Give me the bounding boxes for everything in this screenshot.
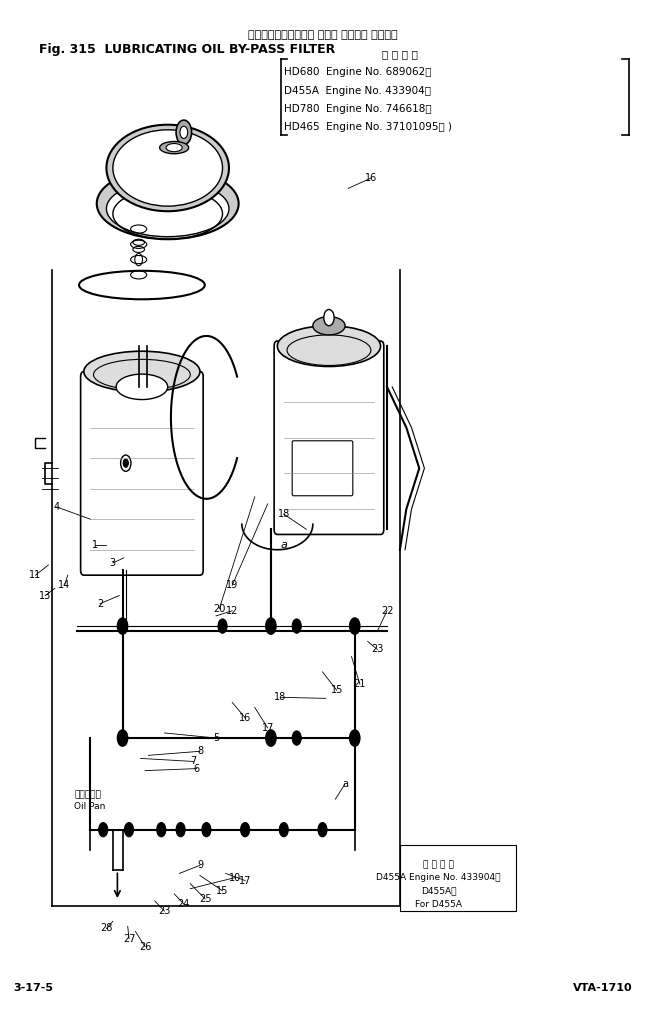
Text: ループリケーティング オイル バイパス フィルタ: ループリケーティング オイル バイパス フィルタ — [248, 30, 397, 40]
Text: 1: 1 — [92, 540, 99, 550]
Text: 5: 5 — [213, 733, 219, 743]
Circle shape — [117, 618, 128, 634]
Text: 2: 2 — [97, 599, 103, 609]
Circle shape — [117, 730, 128, 746]
Text: 26: 26 — [139, 942, 152, 952]
Text: 4: 4 — [54, 502, 60, 512]
Ellipse shape — [313, 317, 345, 335]
Text: 16: 16 — [365, 173, 377, 183]
Circle shape — [157, 823, 166, 837]
Text: 15: 15 — [330, 685, 343, 695]
Circle shape — [99, 823, 108, 837]
Text: HD465  Engine No. 37101095～ ): HD465 Engine No. 37101095～ ) — [284, 122, 452, 132]
Text: 9: 9 — [197, 860, 203, 870]
Text: 21: 21 — [353, 679, 366, 689]
Text: 8: 8 — [197, 746, 203, 756]
Ellipse shape — [113, 130, 223, 206]
Text: D455A用: D455A用 — [421, 887, 457, 896]
Text: 19: 19 — [226, 580, 238, 590]
Ellipse shape — [106, 181, 229, 237]
Circle shape — [266, 618, 276, 634]
FancyBboxPatch shape — [81, 372, 203, 575]
Circle shape — [180, 126, 188, 138]
Text: 14: 14 — [59, 580, 70, 590]
Text: For D455A: For D455A — [415, 900, 462, 909]
Circle shape — [124, 823, 134, 837]
Circle shape — [266, 730, 276, 746]
Text: 24: 24 — [177, 899, 190, 909]
Circle shape — [350, 618, 360, 634]
Circle shape — [176, 120, 192, 145]
Ellipse shape — [97, 168, 239, 239]
Circle shape — [350, 730, 360, 746]
Circle shape — [279, 823, 288, 837]
Text: D455A  Engine No. 433904～: D455A Engine No. 433904～ — [284, 86, 431, 96]
FancyBboxPatch shape — [274, 341, 384, 534]
Text: 15: 15 — [216, 886, 229, 896]
Text: 18: 18 — [275, 692, 286, 702]
Circle shape — [176, 823, 185, 837]
Text: 7: 7 — [190, 756, 197, 767]
Text: 11: 11 — [30, 570, 41, 580]
Text: 適 用 号 機: 適 用 号 機 — [382, 49, 418, 59]
Text: 28: 28 — [100, 923, 113, 934]
Text: 6: 6 — [194, 764, 200, 774]
FancyBboxPatch shape — [400, 845, 516, 911]
Ellipse shape — [84, 351, 200, 392]
Text: 23: 23 — [158, 906, 171, 916]
Circle shape — [241, 823, 250, 837]
Text: 23: 23 — [371, 644, 384, 655]
Text: 適 用 号 機: 適 用 号 機 — [423, 860, 454, 869]
Text: 13: 13 — [39, 590, 51, 601]
Circle shape — [292, 731, 301, 745]
Text: 12: 12 — [226, 606, 239, 616]
Ellipse shape — [277, 326, 381, 366]
Circle shape — [202, 823, 211, 837]
Text: 17: 17 — [261, 723, 274, 733]
Ellipse shape — [106, 124, 229, 212]
Text: オイルパン: オイルパン — [74, 790, 101, 799]
Text: 22: 22 — [381, 606, 393, 616]
Ellipse shape — [160, 142, 188, 154]
Ellipse shape — [166, 144, 183, 152]
Text: 25: 25 — [199, 894, 212, 904]
Text: a: a — [281, 540, 287, 550]
Text: HD780  Engine No. 746618～: HD780 Engine No. 746618～ — [284, 104, 432, 114]
Circle shape — [324, 309, 334, 326]
Text: 3: 3 — [110, 558, 116, 568]
Circle shape — [218, 619, 227, 633]
Text: 18: 18 — [278, 509, 290, 519]
Text: 20: 20 — [213, 604, 226, 614]
Text: 10: 10 — [230, 872, 241, 883]
Text: Fig. 315  LUBRICATING OIL BY-PASS FILTER: Fig. 315 LUBRICATING OIL BY-PASS FILTER — [39, 43, 335, 56]
Ellipse shape — [116, 375, 168, 400]
Text: 27: 27 — [123, 934, 135, 944]
Circle shape — [318, 823, 327, 837]
FancyBboxPatch shape — [292, 441, 353, 496]
Circle shape — [292, 619, 301, 633]
Text: HD680  Engine No. 689062～: HD680 Engine No. 689062～ — [284, 67, 432, 77]
Circle shape — [123, 459, 128, 467]
Text: a: a — [342, 779, 348, 789]
Text: 17: 17 — [239, 875, 252, 886]
Text: 3-17-5: 3-17-5 — [13, 982, 53, 993]
Text: 16: 16 — [239, 713, 251, 723]
Text: Oil Pan: Oil Pan — [74, 802, 106, 811]
Text: D455A Engine No. 433904－: D455A Engine No. 433904－ — [376, 873, 501, 883]
Text: VTA-1710: VTA-1710 — [573, 982, 632, 993]
